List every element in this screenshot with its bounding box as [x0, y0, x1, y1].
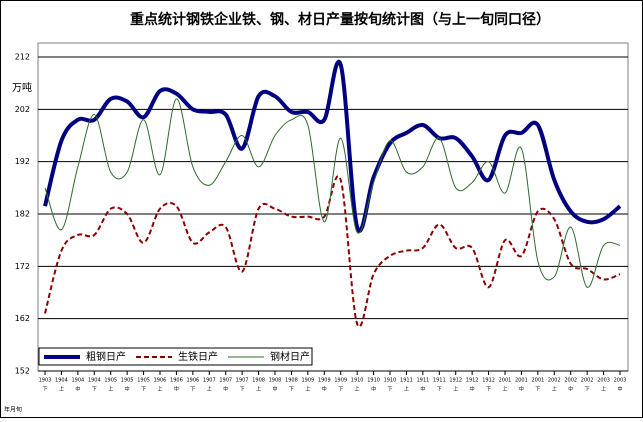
x-tick-label: 1906 — [154, 378, 167, 384]
x-tick-sublabel: 下 — [338, 387, 343, 393]
x-tick-label: 1905 — [121, 378, 134, 384]
x-tick-sublabel: 下 — [437, 387, 442, 393]
legend-box — [38, 347, 313, 366]
x-tick-sublabel: 下 — [42, 387, 47, 393]
x-tick-sublabel: 上 — [59, 386, 64, 393]
x-tick-label: 2003 — [597, 378, 610, 384]
x-tick-label: 1910 — [351, 378, 364, 384]
series-line — [44, 175, 621, 328]
x-tick-label: 1910 — [367, 378, 380, 384]
x-tick-label: 1907 — [219, 378, 232, 384]
x-tick-label: 1909 — [318, 378, 331, 384]
x-tick-label: 2001 — [499, 378, 512, 384]
x-tick-sublabel: 上 — [601, 386, 606, 393]
x-tick-sublabel: 上 — [502, 386, 507, 393]
x-tick-sublabel: 下 — [535, 387, 540, 393]
x-tick-sublabel: 下 — [240, 387, 245, 393]
x-tick-label: 1911 — [416, 378, 429, 384]
x-tick-sublabel: 中 — [75, 386, 80, 393]
legend-label: 生铁日产 — [178, 350, 218, 363]
x-tick-label: 2002 — [564, 378, 577, 384]
x-tick-sublabel: 上 — [108, 386, 113, 393]
x-tick-sublabel: 中 — [617, 386, 622, 393]
x-tick-label: 1909 — [301, 378, 314, 384]
x-tick-sublabel: 下 — [585, 387, 590, 393]
x-tick-label: 1906 — [170, 378, 183, 384]
x-tick-label: 1907 — [236, 378, 249, 384]
y-unit: 万吨 — [12, 81, 32, 94]
legend-label: 钢材日产 — [270, 350, 310, 363]
plot-area — [37, 42, 629, 372]
x-tick-label: 1905 — [104, 378, 117, 384]
legend-label: 粗钢日产 — [86, 350, 126, 363]
x-tick-sublabel: 下 — [190, 387, 195, 393]
x-tick-sublabel: 上 — [305, 386, 310, 393]
x-tick-label: 1909 — [334, 378, 347, 384]
x-tick-label: 1904 — [71, 378, 84, 384]
x-tick-label: 2003 — [614, 378, 627, 384]
y-tick-label: 172 — [15, 262, 30, 271]
y-tick-label: 212 — [15, 53, 30, 62]
x-tick-sublabel: 中 — [272, 386, 277, 393]
x-tick-sublabel: 下 — [141, 387, 146, 393]
series-line — [43, 59, 622, 233]
x-tick-sublabel: 中 — [223, 386, 228, 393]
x-tick-sublabel: 上 — [256, 386, 261, 393]
x-tick-label: 2001 — [515, 378, 528, 384]
x-tick-label: 1911 — [400, 378, 413, 384]
x-tick-sublabel: 中 — [519, 386, 524, 393]
x-tick-sublabel: 中 — [568, 386, 573, 393]
y-tick-label: 152 — [15, 367, 30, 376]
y-tick-label: 192 — [15, 157, 30, 166]
x-tick-sublabel: 上 — [157, 386, 162, 393]
x-tick-label: 1912 — [449, 378, 462, 384]
x-tick-label: 1908 — [252, 378, 265, 384]
x-tick-sublabel: 下 — [289, 387, 294, 393]
x-tick-label: 1904 — [55, 378, 68, 384]
x-tick-label: 1903 — [39, 378, 52, 384]
x-tick-label: 1912 — [482, 378, 495, 384]
x-tick-sublabel: 中 — [470, 386, 475, 393]
x-tick-sublabel: 下 — [92, 387, 97, 393]
x-tick-label: 1910 — [384, 378, 397, 384]
x-tick-sublabel: 中 — [174, 386, 179, 393]
x-tick-label: 2002 — [581, 378, 594, 384]
x-tick-label: 2002 — [548, 378, 561, 384]
x-tick-sublabel: 上 — [552, 386, 557, 393]
y-tick-label: 202 — [15, 105, 30, 114]
y-tick-label: 182 — [15, 210, 30, 219]
y-tick-label: 162 — [15, 314, 30, 323]
x-tick-sublabel: 上 — [453, 386, 458, 393]
x-tick-label: 1905 — [137, 378, 150, 384]
x-tick-sublabel: 中 — [371, 386, 376, 393]
x-axis-label: 年月旬 — [4, 406, 22, 414]
x-tick-sublabel: 中 — [420, 386, 425, 393]
x-tick-label: 1906 — [186, 378, 199, 384]
x-tick-label: 1911 — [433, 378, 446, 384]
x-tick-label: 2001 — [531, 378, 544, 384]
x-tick-sublabel: 上 — [207, 386, 212, 393]
x-tick-label: 1908 — [285, 378, 298, 384]
x-tick-sublabel: 上 — [355, 386, 360, 393]
chart-title: 重点统计钢铁企业铁、钢、材日产量按旬统计图（与上一旬同口径） — [130, 11, 550, 28]
x-tick-sublabel: 中 — [322, 386, 327, 393]
x-tick-sublabel: 下 — [387, 387, 392, 393]
x-tick-label: 1908 — [269, 378, 282, 384]
x-tick-sublabel: 上 — [404, 386, 409, 393]
x-tick-sublabel: 下 — [486, 387, 491, 393]
x-tick-label: 1912 — [466, 378, 479, 384]
x-tick-label: 1904 — [88, 378, 101, 384]
x-tick-label: 1907 — [203, 378, 216, 384]
series-line — [44, 98, 621, 288]
x-tick-sublabel: 中 — [125, 386, 130, 393]
